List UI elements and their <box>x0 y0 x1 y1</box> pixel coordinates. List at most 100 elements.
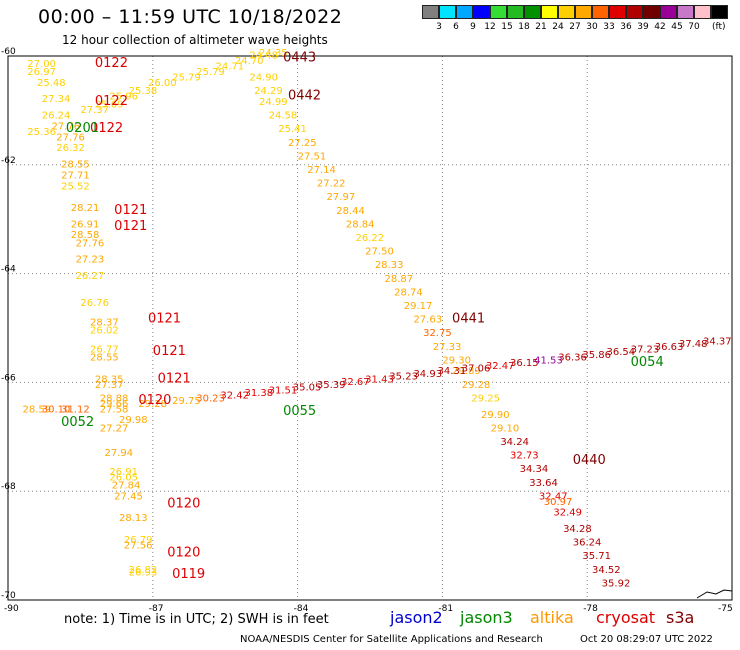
legend-swatch <box>558 5 575 19</box>
wave-height-value: 25.52 <box>61 181 90 192</box>
wave-height-value: 26.02 <box>90 325 119 336</box>
lon-tick-label: -75 <box>718 604 733 614</box>
wave-height-value: 29.30 <box>442 355 471 366</box>
wave-height-value: 29.75 <box>172 396 201 407</box>
wave-height-value: 31.43 <box>365 374 394 385</box>
wave-height-value: 26.93 <box>129 568 158 579</box>
lat-tick-label: -62 <box>1 156 16 166</box>
lon-tick-label: -84 <box>294 604 309 614</box>
wave-height-value: 30.97 <box>544 497 573 508</box>
wave-height-value: 27.00 <box>27 59 56 70</box>
satellite-s3a: s3a <box>666 608 695 627</box>
wave-height-value: 28.58 <box>71 230 100 241</box>
wave-height-value: 27.51 <box>298 151 327 162</box>
wave-height-value: 24.99 <box>259 97 288 108</box>
wave-height-value: 27.76 <box>76 238 105 249</box>
wave-height-value: 28.55 <box>61 160 90 171</box>
pass-time-label: 0443 <box>283 50 316 65</box>
wave-height-value: 28.44 <box>336 206 365 217</box>
legend-label: 18 <box>518 22 530 32</box>
wave-height-value: 41.53 <box>534 355 563 366</box>
wave-height-value: 27.76 <box>56 132 85 143</box>
wave-height-value: 24.71 <box>216 62 245 73</box>
pass-time-label: 0052 <box>61 415 94 430</box>
legend-swatch <box>456 5 473 19</box>
legend-unit: (ft) <box>712 22 726 32</box>
legend-label: 3 <box>436 22 442 32</box>
lon-tick-label: -90 <box>4 604 19 614</box>
pass-time-label: 0120 <box>138 393 171 408</box>
wave-height-value: 26.24 <box>42 111 71 122</box>
legend-swatch <box>677 5 694 19</box>
wave-height-value: 27.14 <box>307 165 336 176</box>
wave-height-value: 25.79 <box>196 67 225 78</box>
wave-height-value: 26.32 <box>56 143 85 154</box>
wave-height-value: 26.82 <box>129 565 158 576</box>
wave-height-value: 32.47 <box>486 361 515 372</box>
lon-tick-label: -87 <box>149 604 164 614</box>
wave-height-value: 25.69 <box>95 100 124 111</box>
legend-swatch <box>473 5 490 19</box>
wave-height-value: 34.24 <box>500 437 529 448</box>
pass-time-label: 0119 <box>172 567 205 582</box>
wave-height-value: 31.12 <box>61 404 90 415</box>
pass-time-label: 0441 <box>452 312 485 327</box>
legend-label: 9 <box>470 22 476 32</box>
wave-height-value: 37.23 <box>631 344 660 355</box>
page-title: 00:00 – 11:59 UTC 10/18/2022 <box>38 6 343 28</box>
wave-height-value: 29.28 <box>462 380 491 391</box>
legend-label: 42 <box>654 22 666 32</box>
wave-height-value: 28.55 <box>90 353 119 364</box>
wave-height-value: 24.29 <box>254 86 283 97</box>
wave-height-value: 26.27 <box>76 271 105 282</box>
wave-height-value: 27.27 <box>100 423 129 434</box>
wave-height-value: 29.28 <box>138 399 167 410</box>
wave-height-value: 29.89 <box>452 366 481 377</box>
legend-label: 21 <box>535 22 547 32</box>
pass-time-label: 0121 <box>114 203 147 218</box>
coastline <box>696 589 733 599</box>
legend-swatch <box>575 5 592 19</box>
legend-swatch <box>422 5 439 19</box>
wave-height-value: 27.97 <box>327 192 356 203</box>
wave-height-value: 29.98 <box>119 415 148 426</box>
wave-height-value: 32.47 <box>539 491 568 502</box>
wave-height-value: 35.39 <box>317 380 346 391</box>
legend-swatch <box>507 5 524 19</box>
pass-time-label: 0201 <box>66 121 99 136</box>
wave-height-value: 27.50 <box>365 247 394 258</box>
lon-tick-label: -78 <box>583 604 598 614</box>
wave-height-value: 28.35 <box>95 374 124 385</box>
lat-tick-label: -70 <box>1 591 16 601</box>
map-frame <box>7 55 733 601</box>
wave-height-value: 27.45 <box>114 491 143 502</box>
pass-time-label: 0121 <box>158 371 191 386</box>
lat-tick-label: -64 <box>1 265 16 275</box>
pass-time-label: 0442 <box>288 89 321 104</box>
wave-height-value: 25.36 <box>27 127 56 138</box>
wave-height-value: 24.58 <box>269 111 298 122</box>
wave-height-value: 28.33 <box>375 260 404 271</box>
wave-height-value: 28.87 <box>384 274 413 285</box>
wave-height-value: 32.73 <box>510 451 539 462</box>
pass-time-label: 0122 <box>90 121 123 136</box>
wave-height-value: 24.35 <box>259 48 288 59</box>
legend-swatch <box>592 5 609 19</box>
wave-height-value: 26.76 <box>80 298 109 309</box>
wave-height-value: 36.36 <box>558 353 587 364</box>
pass-time-label: 0121 <box>148 312 181 327</box>
pass-time-label: 0122 <box>95 94 128 109</box>
wave-height-value: 32.42 <box>220 391 249 402</box>
lat-tick-label: -66 <box>1 373 16 383</box>
footer-timestamp: Oct 20 08:29:07 UTC 2022 <box>580 634 713 645</box>
page-subtitle: 12 hour collection of altimeter wave hei… <box>62 33 328 47</box>
wave-height-value: 27.84 <box>112 480 141 491</box>
pass-time-label: 0122 <box>95 56 128 71</box>
wave-height-value: 27.56 <box>124 540 153 551</box>
wave-height-value: 27.33 <box>433 342 462 353</box>
wave-height-value: 29.17 <box>404 301 433 312</box>
footer-note: note: 1) Time is in UTC; 2) SWH is in fe… <box>64 612 329 627</box>
wave-height-value: 36.24 <box>573 538 602 549</box>
wave-height-value: 32.75 <box>423 328 452 339</box>
